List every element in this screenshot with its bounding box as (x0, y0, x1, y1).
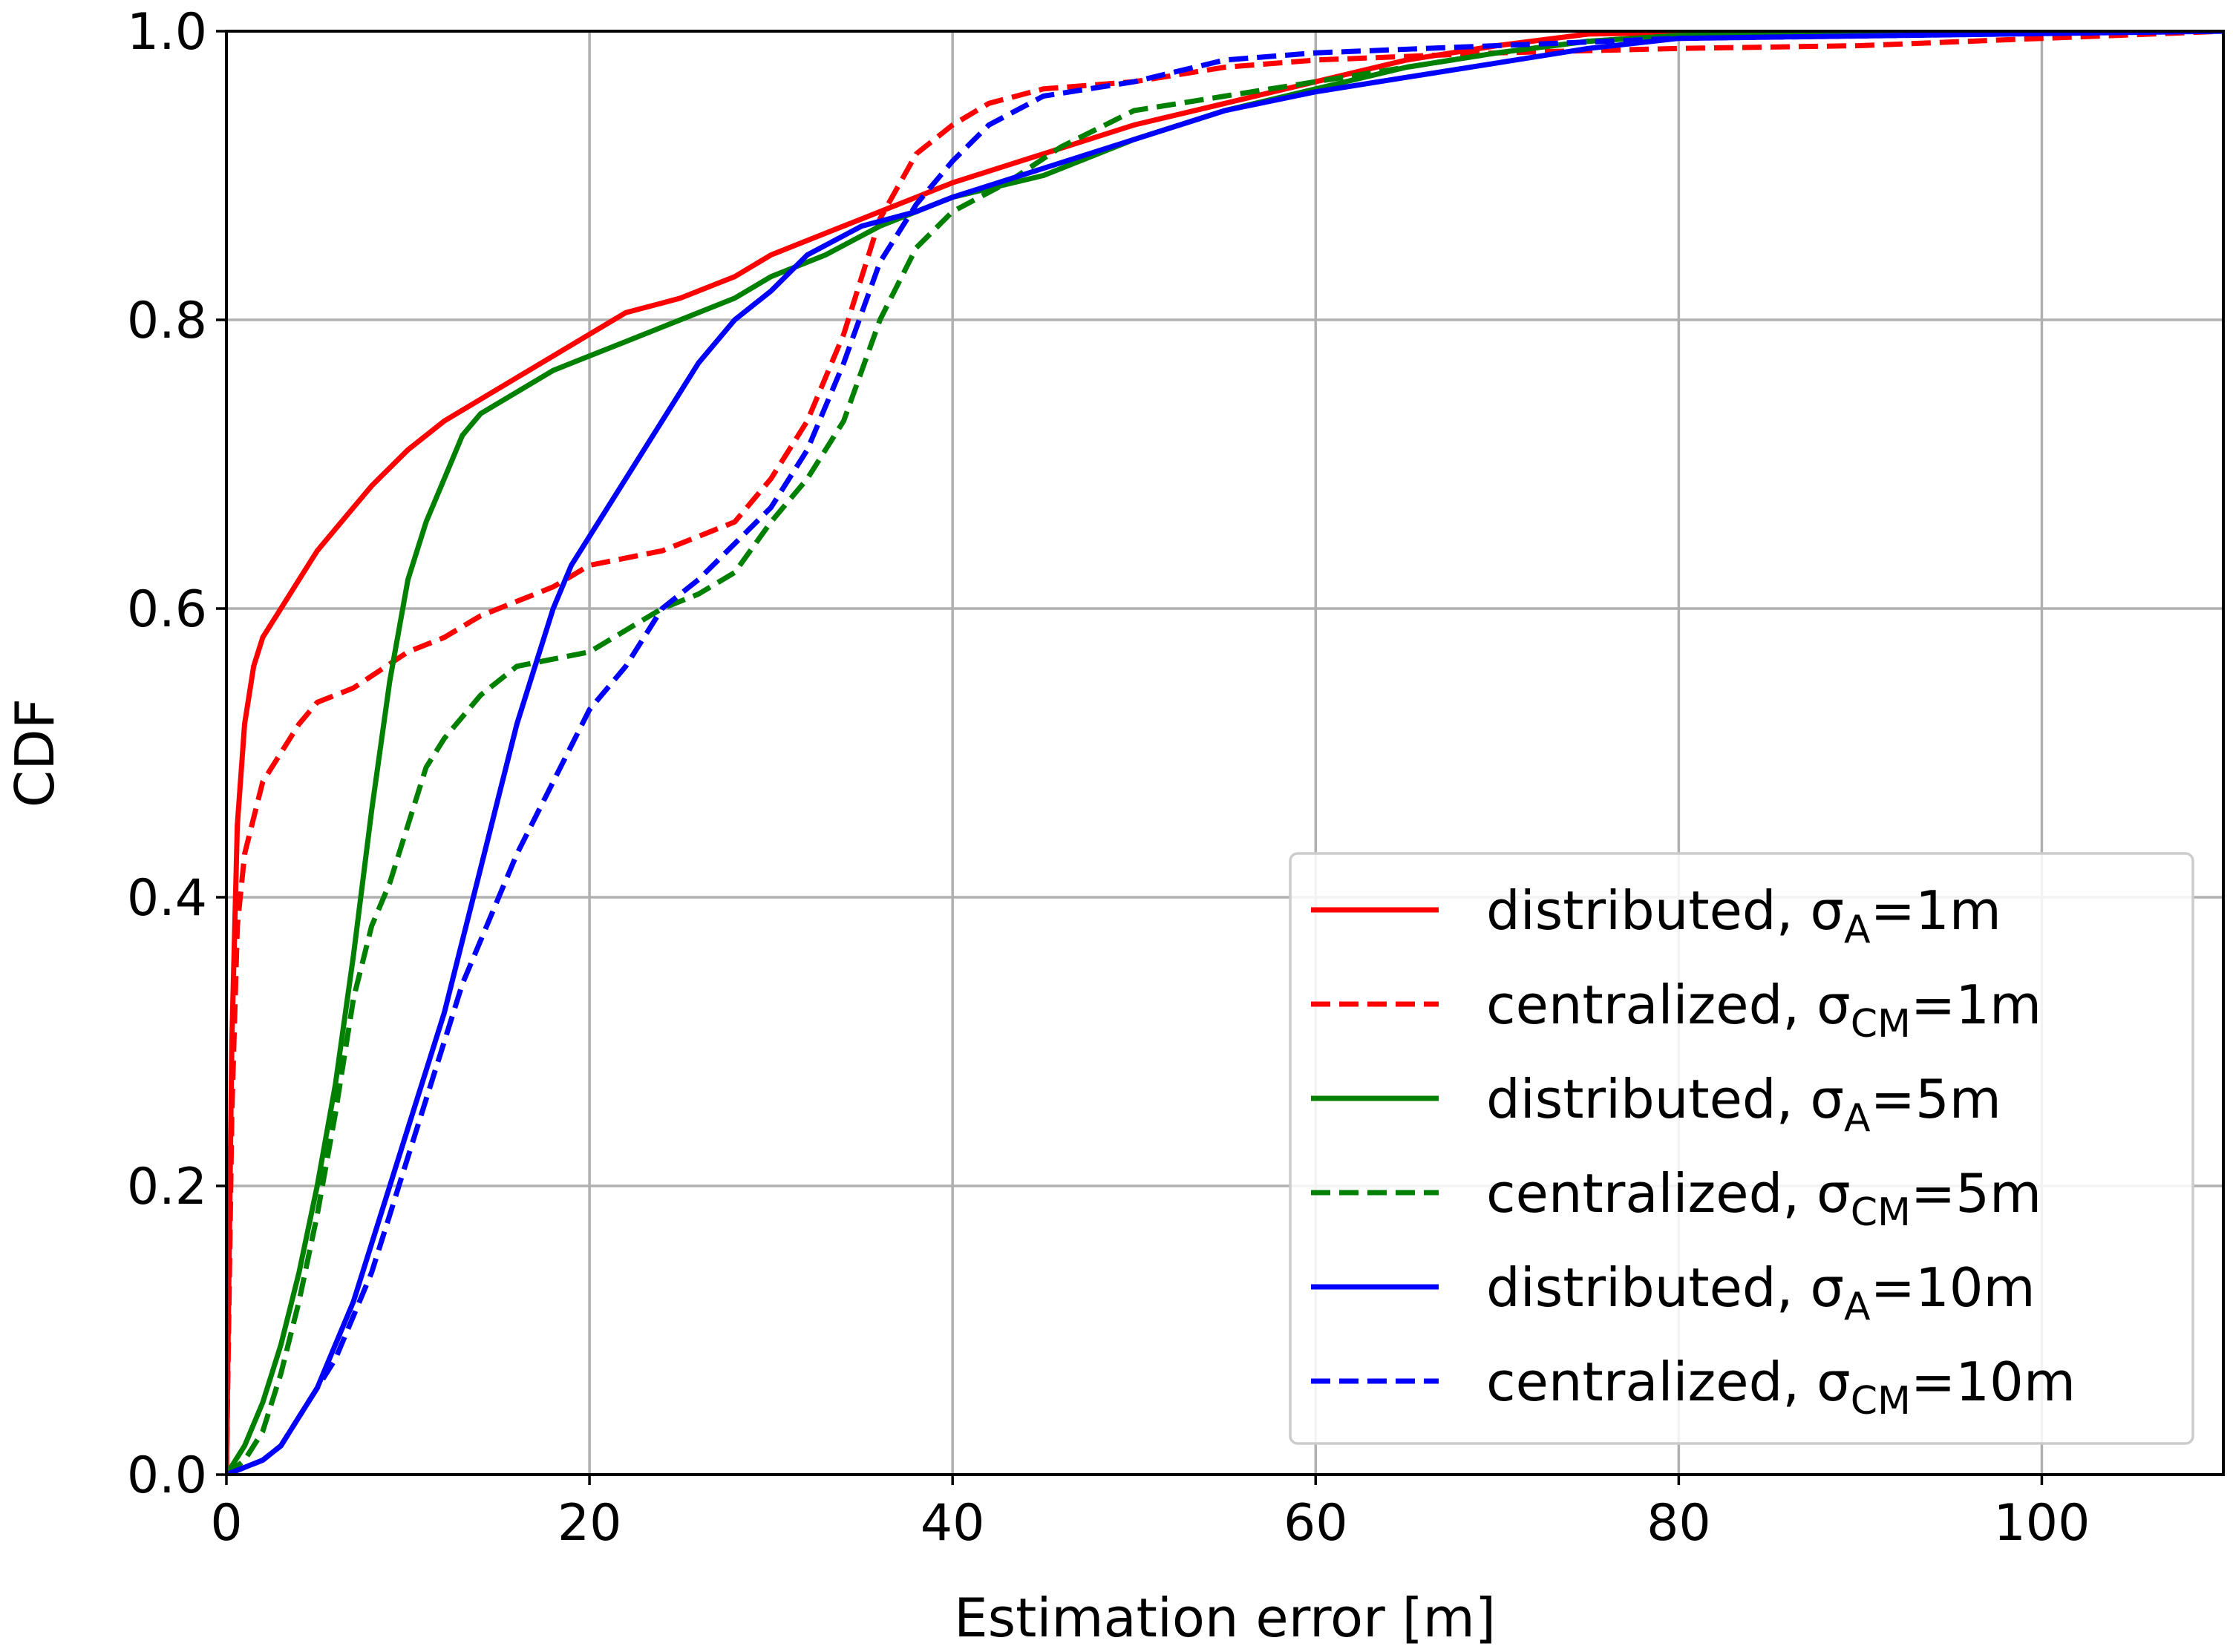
y-tick-label: 0.8 (127, 292, 207, 350)
x-tick-label: 0 (210, 1494, 242, 1553)
series-line-5 (226, 31, 2223, 1475)
axis-ticks: 0 20 40 60 80 100 0.0 0.2 0.4 0.6 0.8 1.0 (127, 3, 2090, 1553)
x-tick-label: 60 (1284, 1494, 1348, 1553)
legend-label-5: centralized, σCM=10m (1486, 1351, 2076, 1423)
x-tick-label: 100 (1994, 1494, 2090, 1553)
series-line-4 (226, 31, 2223, 1475)
y-tick-label: 0.2 (127, 1158, 207, 1216)
x-tick-label: 40 (921, 1494, 985, 1553)
legend-label-3: centralized, σCM=5m (1486, 1162, 2041, 1235)
y-axis-label: CDF (4, 698, 66, 807)
legend-label-0: distributed, σA=1m (1486, 879, 2001, 952)
series-line-0 (226, 31, 2223, 1475)
legend: distributed, σA=1m centralized, σCM=1m dis… (1289, 852, 2194, 1445)
y-tick-label: 0.4 (127, 869, 207, 928)
legend-label-1: centralized, σCM=1m (1486, 974, 2041, 1046)
series-line-1 (226, 31, 2223, 1475)
x-tick-label: 20 (558, 1494, 622, 1553)
series-line-3 (226, 31, 2223, 1475)
y-tick-label: 1.0 (127, 3, 207, 62)
y-tick-label: 0.0 (127, 1446, 207, 1505)
legend-label-2: distributed, σA=5m (1486, 1068, 2001, 1141)
x-tick-label: 80 (1647, 1494, 1711, 1553)
legend-label-4: distributed, σA=10m (1486, 1256, 2036, 1329)
x-axis-label: Estimation error [m] (954, 1587, 1496, 1649)
series-lines (226, 31, 2223, 1475)
plot-frame (225, 30, 2225, 1476)
y-tick-label: 0.6 (127, 580, 207, 639)
legend-box (1289, 852, 2194, 1445)
